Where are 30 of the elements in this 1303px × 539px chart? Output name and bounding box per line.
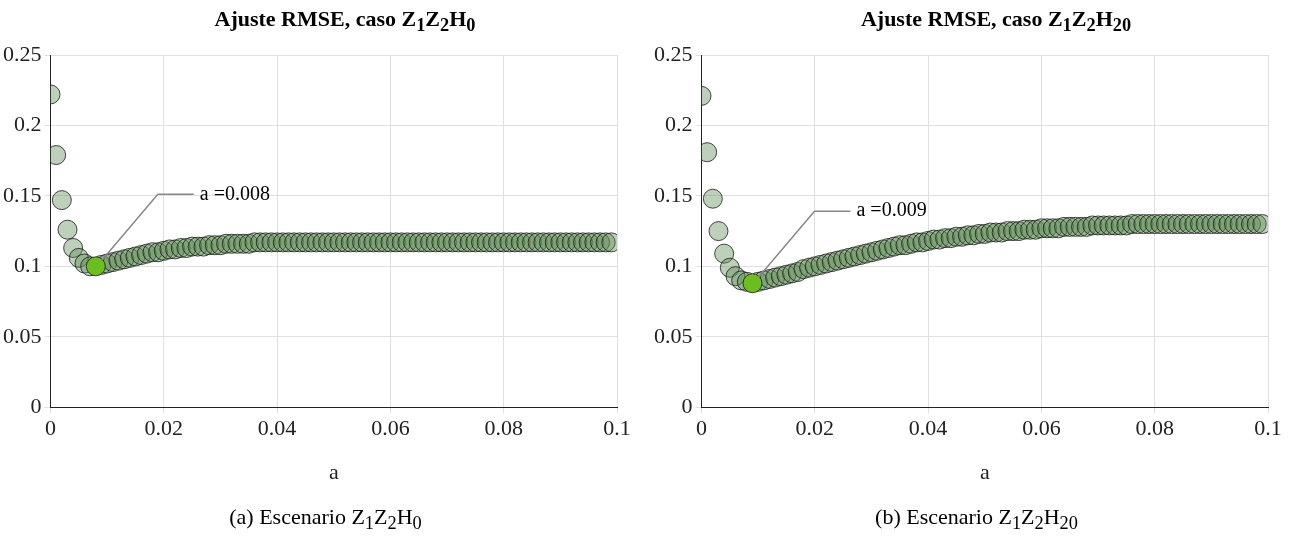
y-tick-label: 0.15 (654, 181, 693, 207)
x-axis-title: a (979, 458, 990, 484)
y-tick-label: 0.1 (14, 252, 42, 278)
x-tick-label: 0.08 (484, 415, 523, 441)
x-tick-label: 0.06 (371, 415, 410, 441)
text: (b) Escenario Z$_{1}$Z$_{2}$H$_{20}$ (874, 504, 1079, 535)
x-tick-label: 0.04 (257, 415, 297, 441)
text: (a) Escenario Z$_{1}$Z$_{2}$H$_{0}$ (228, 504, 423, 535)
x-tick-label: 0.1 (603, 415, 631, 441)
y-tick-label: 0.2 (665, 111, 693, 137)
x-tick-label: 0.06 (1022, 415, 1061, 441)
y-tick-label: 0.2 (14, 111, 42, 137)
y-tick-label: 0.05 (654, 322, 693, 348)
x-tick-label: 0.02 (795, 415, 835, 441)
y-tick-label: 0.25 (654, 40, 693, 66)
annotation: a =0.008 (199, 181, 270, 204)
y-tick-label: 0.25 (3, 40, 42, 66)
chart-title: Ajuste RMSE, caso Z$_{1}$Z$_{2}$H$_{20}$ (859, 6, 1133, 37)
x-tick-label: 0.04 (908, 415, 948, 441)
chart-title: Ajuste RMSE, caso Z$_{1}$Z$_{2}$H$_{0}$ (213, 6, 477, 37)
y-tick-label: 0.05 (3, 322, 42, 348)
x-tick-label: 0.02 (144, 415, 184, 441)
annotation: a =0.009 (856, 198, 927, 221)
y-tick-label: 0.15 (3, 181, 42, 207)
y-tick-label: 0 (30, 392, 42, 418)
y-tick-label: 0.1 (665, 252, 693, 278)
x-tick-label: 0.1 (1254, 415, 1282, 441)
y-tick-label: 0 (681, 392, 693, 418)
x-tick-label: 0.08 (1135, 415, 1174, 441)
x-axis-title: a (328, 458, 339, 484)
